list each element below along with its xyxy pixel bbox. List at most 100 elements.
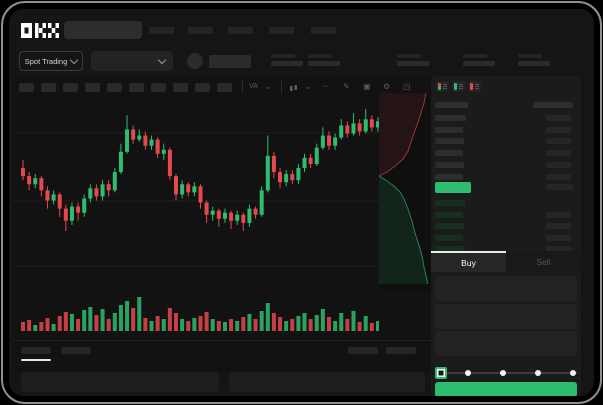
bottom-panel-right[interactable]: [229, 372, 425, 392]
volume-bar: [33, 325, 38, 331]
volume-bar: [369, 323, 374, 331]
tab-sell[interactable]: Sell: [506, 251, 581, 272]
candle-body: [180, 184, 185, 195]
candle-body: [125, 129, 130, 152]
interval-button-10[interactable]: [217, 83, 232, 92]
depth-chart-bg: [379, 93, 433, 291]
candle-body: [88, 188, 93, 199]
amount-slider-handle[interactable]: [435, 367, 447, 379]
interval-button-5[interactable]: [107, 83, 122, 92]
volume-bar: [137, 297, 142, 331]
total-input[interactable]: [435, 331, 577, 356]
candle-body: [155, 139, 160, 154]
active-tab-underline: [21, 359, 51, 361]
nav-item-4[interactable]: [269, 27, 294, 34]
bid-row[interactable]: [431, 198, 581, 208]
tab-buy[interactable]: Buy: [431, 251, 506, 272]
volume-bar: [131, 308, 136, 331]
volume-bar: [76, 319, 81, 331]
last-price-placeholder: [209, 55, 251, 68]
volume-bar: [357, 322, 362, 331]
bid-row[interactable]: [431, 221, 581, 231]
candle-body: [333, 137, 338, 146]
orderbook-header-amount: [533, 102, 573, 108]
va-indicator-button[interactable]: VA: [249, 83, 258, 90]
fullscreen-icon[interactable]: ◳: [403, 82, 411, 91]
bottom-action-2[interactable]: [386, 347, 416, 354]
slider-stop-1[interactable]: [465, 370, 471, 376]
slider-stop-3[interactable]: [535, 370, 541, 376]
candle-body: [271, 155, 276, 173]
volume-bar: [241, 317, 246, 331]
ask-row[interactable]: [431, 136, 581, 146]
orderbook-view-both-icon[interactable]: [436, 81, 449, 92]
volume-bar: [174, 313, 178, 331]
chevron-down-icon[interactable]: ⌄: [305, 82, 312, 91]
candle-body: [229, 212, 234, 221]
orderbook-view-bids-icon[interactable]: [452, 81, 465, 92]
bid-row[interactable]: [431, 210, 581, 220]
chart-type-icon[interactable]: [289, 84, 298, 93]
interval-button-1[interactable]: [19, 83, 34, 92]
volume-bar: [167, 308, 172, 331]
nav-item-5[interactable]: [311, 27, 336, 34]
draw-pencil-icon[interactable]: ✎: [343, 82, 350, 91]
chevron-down-icon[interactable]: ⌄: [265, 82, 272, 91]
volume-bar: [21, 322, 25, 331]
buy-submit-button[interactable]: [435, 382, 577, 396]
snapshot-icon[interactable]: ▣: [363, 82, 371, 91]
search-input[interactable]: [64, 21, 142, 39]
bottom-tab-active[interactable]: [21, 347, 51, 354]
chevron-down-icon: [70, 55, 79, 65]
volume-bar: [198, 316, 203, 331]
pair-selector-dropdown[interactable]: [91, 51, 173, 71]
interval-button-3[interactable]: [63, 83, 78, 92]
price-input[interactable]: [435, 276, 577, 301]
interval-button-6[interactable]: [129, 83, 144, 92]
spot-trading-dropdown[interactable]: Spot Trading: [19, 51, 83, 71]
amount-slider-track[interactable]: [439, 372, 577, 374]
toolbar-divider: [281, 81, 282, 93]
candlestick-chart[interactable]: [13, 93, 379, 339]
candle-body: [302, 157, 307, 169]
volume-bar: [265, 303, 270, 331]
interval-button-2[interactable]: [41, 83, 56, 92]
candle-body: [167, 149, 172, 177]
nav-item-1[interactable]: [149, 27, 174, 34]
bid-row[interactable]: [431, 233, 581, 243]
volume-bar: [363, 316, 368, 331]
bottom-tab-2[interactable]: [61, 347, 91, 354]
interval-button-9[interactable]: [195, 83, 210, 92]
interval-button-7[interactable]: [151, 83, 166, 92]
ask-row[interactable]: [431, 172, 581, 182]
orderbook-view-asks-icon[interactable]: [468, 81, 481, 92]
slider-stop-2[interactable]: [500, 370, 506, 376]
volume-bar: [51, 324, 56, 331]
last-price-highlight[interactable]: [435, 182, 471, 193]
wave-indicator-icon[interactable]: ~: [323, 82, 328, 91]
bottom-panel-left[interactable]: [21, 372, 219, 392]
volume-bar: [296, 316, 301, 331]
candle-body: [63, 208, 68, 221]
volume-bar: [180, 319, 185, 331]
nav-item-2[interactable]: [188, 27, 213, 34]
ask-row[interactable]: [431, 160, 581, 170]
ticker-stat-2: [308, 54, 342, 68]
amount-input[interactable]: [435, 304, 577, 329]
slider-stop-4[interactable]: [570, 370, 576, 376]
volume-bar: [308, 319, 313, 331]
volume-bar: [186, 321, 191, 331]
volume-bar: [94, 315, 99, 331]
candle-body: [290, 174, 295, 181]
candle-body: [369, 119, 374, 128]
bid-row[interactable]: [431, 244, 581, 254]
interval-button-4[interactable]: [85, 83, 100, 92]
ask-row[interactable]: [431, 148, 581, 158]
bottom-action-1[interactable]: [348, 347, 378, 354]
nav-item-3[interactable]: [228, 27, 253, 34]
ask-row[interactable]: [431, 113, 581, 123]
market-depth-chart[interactable]: [379, 93, 433, 291]
interval-button-8[interactable]: [173, 83, 188, 92]
ask-row[interactable]: [431, 125, 581, 135]
settings-gear-icon[interactable]: ⚙: [383, 82, 391, 91]
